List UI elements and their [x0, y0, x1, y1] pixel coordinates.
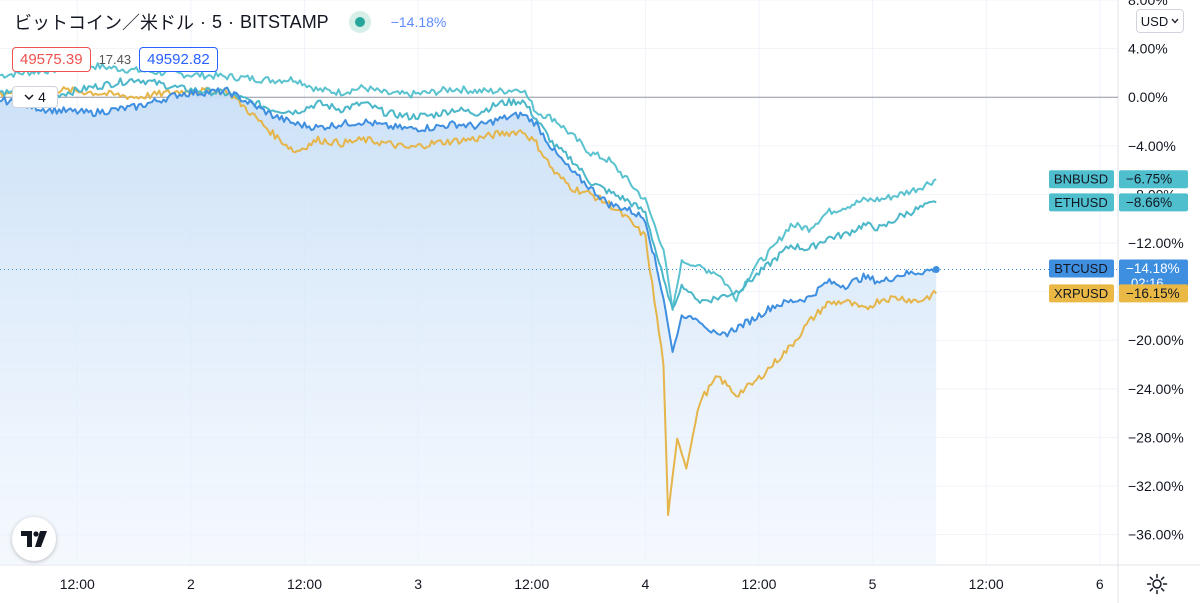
- series-name-label: XRPUSD: [1054, 286, 1108, 301]
- ethusd-name-badge: [1049, 193, 1114, 212]
- btcusd-line[interactable]: [0, 86, 937, 353]
- xrpusd-name-badge: [1049, 284, 1114, 303]
- btcusd-name-badge: [1049, 259, 1114, 278]
- x-tick-label: 2: [187, 576, 195, 592]
- x-tick-label: 4: [641, 576, 649, 592]
- status-dot: [354, 17, 365, 27]
- logo-mark: [21, 531, 47, 547]
- x-tick-label: 12:00: [287, 576, 322, 592]
- series-value-label: −8.66%: [1126, 195, 1172, 210]
- series-value-label: −16.15%: [1126, 286, 1180, 301]
- y-tick-label: −4.00%: [1128, 138, 1176, 154]
- y-tick-label: −32.00%: [1128, 478, 1184, 494]
- x-tick-label: 5: [869, 576, 877, 592]
- series-value-label: −14.18%: [1126, 261, 1180, 276]
- bnbusd-name-badge: [1049, 170, 1114, 189]
- y-tick-label: −36.00%: [1128, 527, 1184, 543]
- indicators-count: 4: [38, 89, 46, 105]
- price-quotes: 49575.39 17.43 49592.82: [12, 47, 218, 72]
- separator: ·: [200, 11, 206, 32]
- sell-price-button[interactable]: 49575.39: [12, 47, 91, 72]
- series-value-label: −6.75%: [1126, 172, 1172, 187]
- y-tick-label: −12.00%: [1128, 235, 1184, 251]
- spread-value: 17.43: [98, 52, 132, 67]
- chevron-down-icon: [1171, 18, 1179, 24]
- y-tick-label: −28.00%: [1128, 429, 1184, 445]
- market-status-icon[interactable]: [348, 11, 371, 33]
- series-name-label: BNBUSD: [1054, 172, 1108, 187]
- separator: ·: [228, 11, 235, 32]
- change-percent: −14.18%: [390, 14, 447, 30]
- bnbusd-line[interactable]: [0, 62, 937, 311]
- currency-label: USD: [1140, 13, 1169, 29]
- chart-header: ビットコイン／米ドル · 5 · BITSTAMP −14.18%: [14, 9, 446, 35]
- buy-price-button[interactable]: 49592.82: [139, 47, 218, 72]
- tradingview-logo-icon[interactable]: [12, 517, 56, 561]
- ethusd-value-badge: [1119, 193, 1188, 212]
- exchange-label: BITSTAMP: [240, 11, 329, 32]
- x-tick-label: 12:00: [741, 576, 776, 592]
- ethusd-line[interactable]: [0, 77, 937, 310]
- xrpusd-value-badge: [1119, 284, 1188, 303]
- btcusd-value-badge: [1119, 259, 1188, 292]
- y-tick-label: 0.00%: [1128, 89, 1168, 105]
- gear-icon[interactable]: [1146, 573, 1168, 595]
- currency-select[interactable]: USD: [1136, 9, 1184, 33]
- xrpusd-line[interactable]: [0, 86, 937, 517]
- x-tick-label: 3: [414, 576, 422, 592]
- x-tick-label: 12:00: [969, 576, 1004, 592]
- x-tick-label: 12:00: [60, 576, 95, 592]
- bnbusd-value-badge: [1119, 170, 1188, 189]
- y-tick-label: 4.00%: [1128, 41, 1168, 57]
- x-tick-label: 6: [1096, 576, 1104, 592]
- interval-label[interactable]: 5: [212, 11, 223, 32]
- y-tick-label: −20.00%: [1128, 332, 1184, 348]
- y-tick-label: 8.00%: [1128, 0, 1168, 8]
- btcusd-last-point: [932, 265, 940, 273]
- chevron-down-icon: [24, 94, 34, 101]
- symbol-name[interactable]: ビットコイン／米ドル: [14, 13, 194, 33]
- series-name-label: ETHUSD: [1054, 195, 1107, 210]
- btcusd-area: [0, 87, 937, 565]
- y-tick-label: −24.00%: [1128, 381, 1184, 397]
- x-tick-label: 12:00: [514, 576, 549, 592]
- series-name-label: BTCUSD: [1054, 261, 1107, 276]
- indicators-toggle-button[interactable]: 4: [12, 86, 58, 108]
